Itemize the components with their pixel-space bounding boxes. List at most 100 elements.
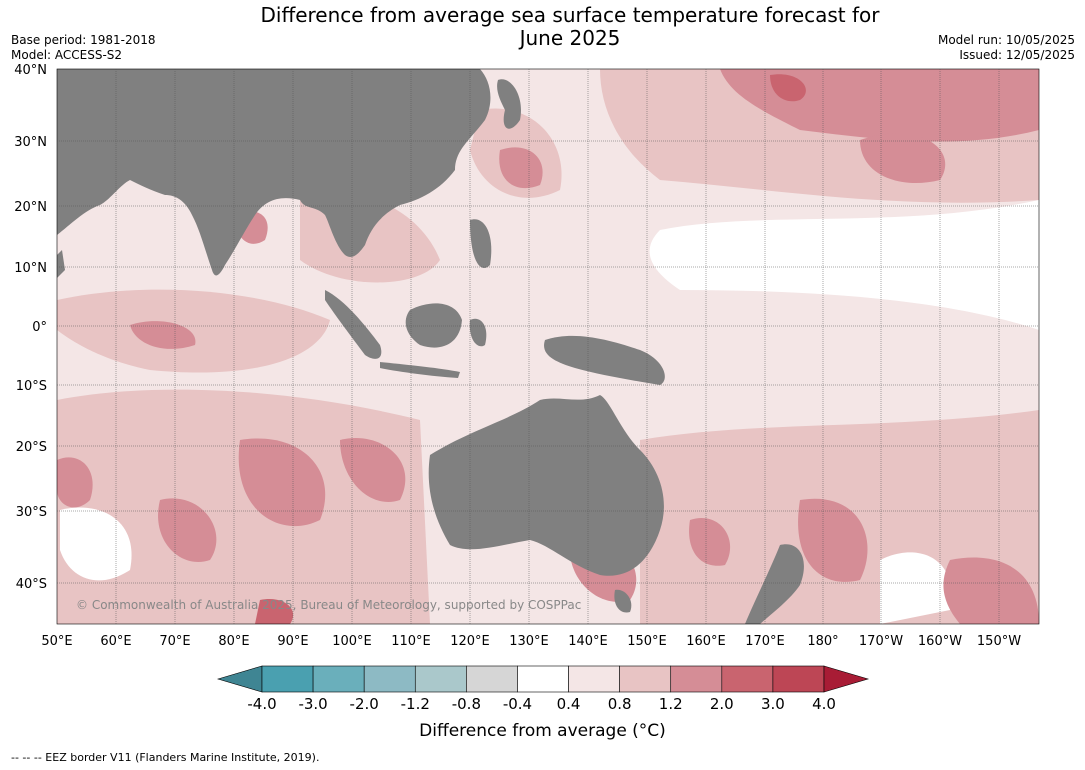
colorbar-tick-label: 2.0 <box>710 695 734 713</box>
lat-label: 40°N <box>14 63 47 78</box>
warm-anomaly-patch <box>943 557 1039 624</box>
java <box>380 362 460 378</box>
anomaly-region <box>57 289 330 373</box>
lat-label: 30°N <box>14 135 47 150</box>
lon-label: 160°W <box>918 634 962 649</box>
colorbar-label: Difference from average (°C) <box>419 721 666 741</box>
australia <box>428 395 664 576</box>
lon-label: 100°E <box>332 634 372 649</box>
colorbar-arrow-high <box>823 665 870 693</box>
colorbar-tick-label: 4.0 <box>812 695 836 713</box>
warm-anomaly-patch <box>689 518 731 566</box>
lon-label: 160°E <box>686 634 726 649</box>
warm-anomaly-patch <box>340 438 406 502</box>
colorbar-tick-label: 0.8 <box>608 695 632 713</box>
sumatra <box>325 290 382 359</box>
lon-label: 150°W <box>977 634 1021 649</box>
colorbar-segment <box>312 665 365 693</box>
model-name: Model: ACCESS-S2 <box>11 48 123 62</box>
graticule <box>57 69 1039 624</box>
base-period: Base period: 1981-2018 <box>11 33 156 47</box>
colorbar-segment <box>363 665 416 693</box>
lon-label: 140°E <box>568 634 608 649</box>
lat-labels: 40°N 30°N 20°N 10°N 0° 10°S 20°S 30°S 40°S <box>14 63 47 592</box>
colorbar-segment <box>261 665 314 693</box>
anomaly-region <box>57 389 430 624</box>
lon-labels: 50°E 60°E 70°E 80°E 90°E 100°E 110°E 120°E 130°E… <box>41 634 1021 649</box>
colorbar-segment <box>517 665 569 693</box>
colorbar-segment <box>568 665 620 693</box>
colorbar-segment <box>414 665 467 693</box>
tasmania <box>614 589 632 613</box>
asia-landmass <box>57 69 491 276</box>
colorbar-tick-label: -2.0 <box>350 695 379 713</box>
map-frame <box>56 68 1040 625</box>
lon-label: 120°E <box>450 634 490 649</box>
lon-label: 180° <box>807 634 838 649</box>
strong-anomaly-patch <box>255 599 294 624</box>
lon-label: 170°W <box>859 634 903 649</box>
near-average-region <box>880 552 952 624</box>
warm-anomaly-patch <box>158 498 217 562</box>
colorbar-segment <box>772 665 825 693</box>
colorbar-tick-label: -1.2 <box>401 695 430 713</box>
lon-label: 110°E <box>391 634 431 649</box>
warm-anomaly-patch <box>238 438 326 527</box>
lat-label: 40°S <box>16 577 47 592</box>
near-average-region <box>649 200 1039 330</box>
sulawesi <box>469 318 487 347</box>
title-line-1: Difference from average sea surface temp… <box>260 3 880 27</box>
colorbar-segment <box>466 665 518 693</box>
colorbar-ticks: -4.0 -3.0 -2.0 -1.2 -0.8 -0.4 0.4 0.8 1.2 2.0 3.0 4… <box>247 695 836 713</box>
colorbar-tick-label: 0.4 <box>557 695 581 713</box>
lon-label: 170°E <box>745 634 785 649</box>
colorbar-segment <box>721 665 774 693</box>
colorbar-tick-label: -0.8 <box>452 695 481 713</box>
colorbar-tick-label: -4.0 <box>247 695 276 713</box>
title-line-2: June 2025 <box>519 26 621 50</box>
colorbar-segment <box>619 665 672 693</box>
lon-label: 150°E <box>627 634 667 649</box>
colorbar-tick-label: -0.4 <box>503 695 532 713</box>
strong-anomaly-patch <box>770 74 806 102</box>
copyright-text: © Commonwealth of Australia 2025, Bureau… <box>76 598 581 612</box>
model-run: Model run: 10/05/2025 <box>937 33 1075 47</box>
map-title: Difference from average sea surface temp… <box>0 4 1085 50</box>
warm-anomaly-patch <box>57 457 93 508</box>
japan <box>497 79 521 129</box>
borneo <box>405 303 462 348</box>
lon-label: 60°E <box>100 634 131 649</box>
colorbar <box>216 665 870 693</box>
lat-label: 10°N <box>14 261 47 276</box>
lat-label: 20°N <box>14 200 47 215</box>
lat-label: 10°S <box>16 379 47 394</box>
colorbar-segment <box>670 665 723 693</box>
lon-label: 130°E <box>509 634 549 649</box>
warm-anomaly-patch <box>499 147 543 189</box>
meta-right: Model run: 10/05/2025 Issued: 12/05/2025 <box>938 33 1075 63</box>
new-zealand <box>745 544 804 624</box>
colorbar-tick-label: 3.0 <box>761 695 785 713</box>
warm-anomaly-patch <box>130 321 196 349</box>
warm-anomaly-patch <box>860 133 946 184</box>
lon-label: 80°E <box>218 634 249 649</box>
lon-label: 90°E <box>277 634 308 649</box>
colorbar-tick-label: 1.2 <box>659 695 683 713</box>
near-average-region <box>60 507 132 581</box>
lat-label: 20°S <box>16 440 47 455</box>
lon-label: 50°E <box>41 634 72 649</box>
lon-label: 70°E <box>159 634 190 649</box>
issued-date: Issued: 12/05/2025 <box>959 48 1075 62</box>
lat-label: 0° <box>32 320 47 335</box>
africa-horn <box>57 250 65 278</box>
colorbar-tick-label: -3.0 <box>298 695 327 713</box>
meta-left: Base period: 1981-2018 Model: ACCESS-S2 <box>11 33 156 63</box>
map-field <box>57 69 1039 624</box>
eez-footer: -- -- -- EEZ border V11 (Flanders Marine… <box>11 751 320 764</box>
colorbar-arrow-low <box>216 665 263 693</box>
lat-label: 30°S <box>16 505 47 520</box>
warm-anomaly-patch <box>798 498 868 582</box>
philippines <box>470 219 492 268</box>
new-guinea <box>544 335 665 385</box>
